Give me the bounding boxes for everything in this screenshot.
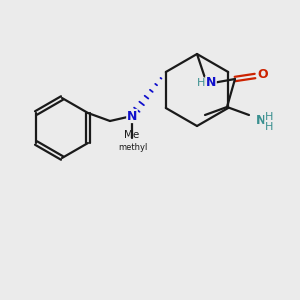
Text: H: H <box>265 122 273 132</box>
Text: H: H <box>265 112 273 122</box>
Text: H: H <box>197 78 205 88</box>
Text: Me: Me <box>124 130 140 140</box>
Text: O: O <box>258 68 268 82</box>
Text: N: N <box>256 115 266 128</box>
Text: methyl: methyl <box>118 143 148 152</box>
Text: N: N <box>127 110 137 122</box>
Text: N: N <box>206 76 216 89</box>
